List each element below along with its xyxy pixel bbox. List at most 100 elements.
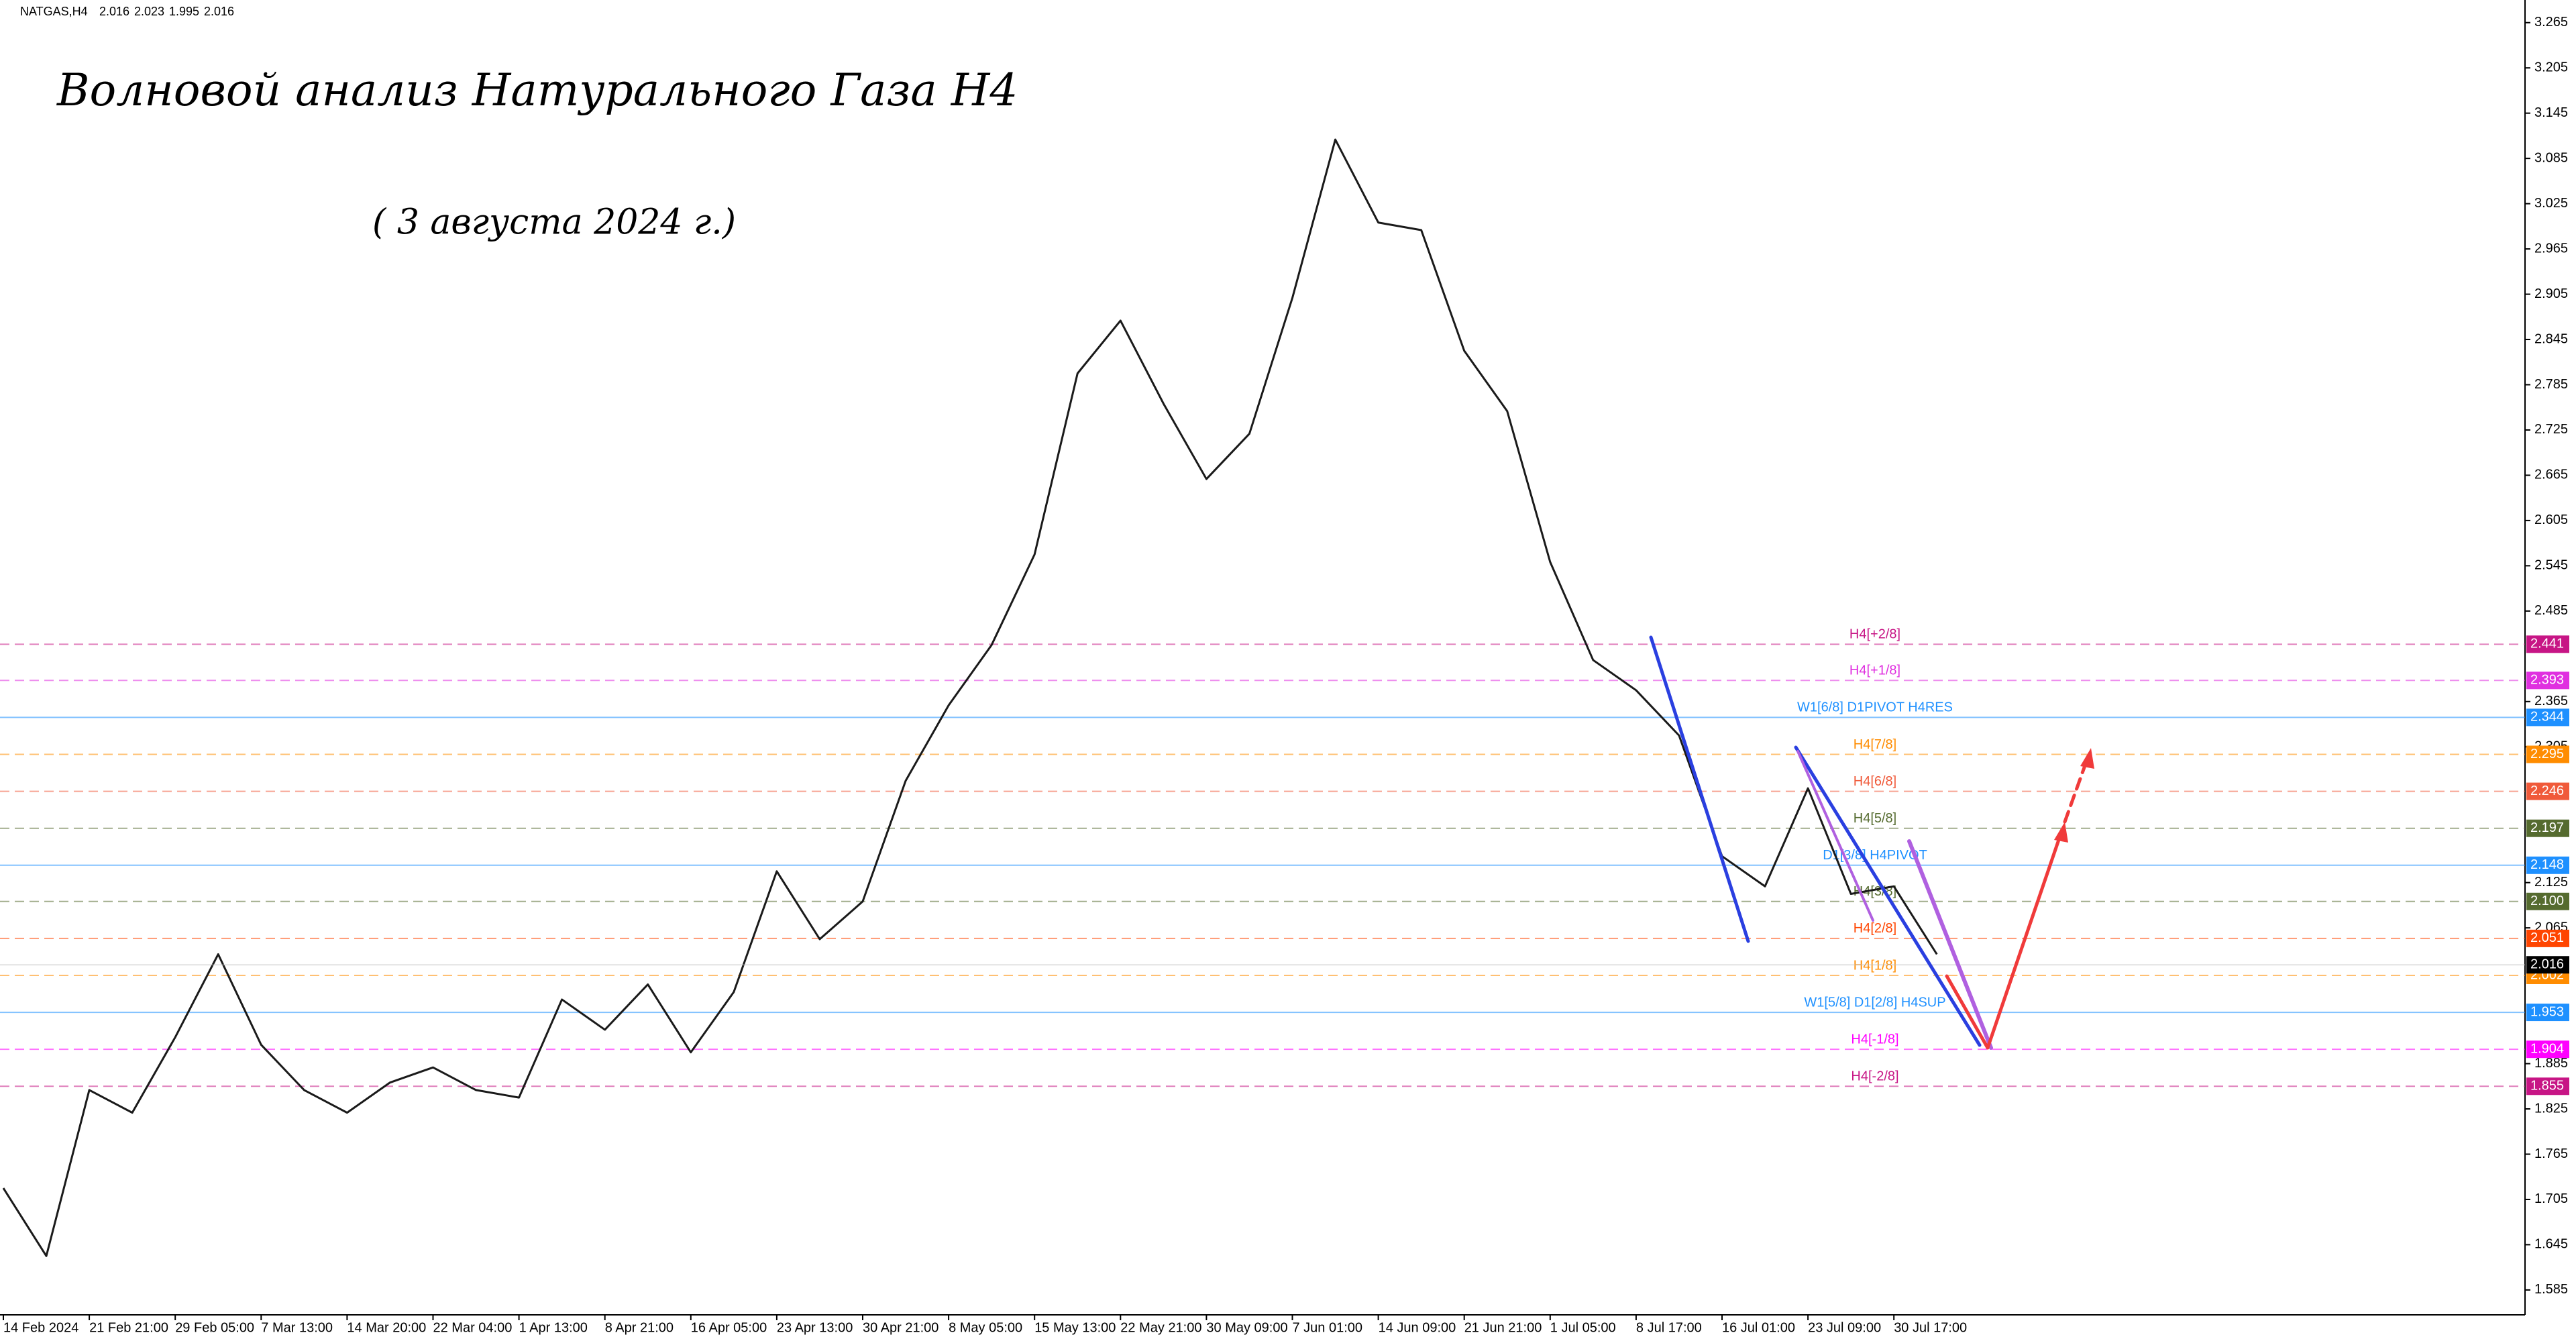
level-label: D1[3/8] H4PIVOT	[1823, 848, 1927, 863]
price-tag-label: 2.393	[2530, 673, 2564, 688]
level-label: H4[5/8]	[1854, 811, 1896, 826]
price-tag	[2526, 1004, 2569, 1022]
wave-markup	[1649, 635, 2094, 1050]
forecast-line	[2063, 756, 2090, 824]
wedge-line	[1796, 750, 1874, 922]
level-label: H4[7/8]	[1854, 737, 1896, 752]
price-tag	[2526, 672, 2569, 690]
last-price-tag	[2526, 956, 2569, 974]
price-line	[2, 138, 1938, 1257]
y-tick-label: 1.585	[2534, 1282, 2568, 1297]
x-tick-label: 7 Jun 01:00	[1293, 1320, 1363, 1335]
x-tick-label: 1 Apr 13:00	[519, 1320, 588, 1335]
y-tick-label: 2.845	[2534, 331, 2568, 346]
price-tag-label: 2.197	[2530, 820, 2564, 835]
price-tag-label: 2.100	[2530, 894, 2564, 908]
price-tag-label: 2.148	[2530, 857, 2564, 872]
price-tag-label: 2.441	[2530, 637, 2564, 651]
ohlc-value: 2.016	[204, 5, 234, 18]
price-tag	[2526, 1077, 2569, 1095]
x-tick-label: 14 Feb 2024	[3, 1320, 78, 1335]
arrow-head	[2080, 748, 2094, 769]
plot: 3.265 3.205 3.145 3.085 3.025 2.965 2.905 2.845…	[0, 15, 2568, 1335]
x-tick-label: 22 May 21:00	[1120, 1320, 1201, 1335]
price-tag-label: 2.344	[2530, 710, 2564, 725]
x-tick-label: 21 Jun 21:00	[1464, 1320, 1542, 1335]
level-label: H4[+2/8]	[1849, 627, 1900, 642]
price-tag	[2526, 819, 2569, 837]
x-tick-label: 22 Mar 04:00	[433, 1320, 513, 1335]
price-tag-label: 2.295	[2530, 747, 2564, 761]
last-price-label: 2.016	[2530, 957, 2564, 972]
ohlc: 2.016 2.023 1.995 2.016	[99, 5, 234, 18]
x-tick-label: 8 Apr 21:00	[605, 1320, 674, 1335]
price-tag	[2526, 929, 2569, 947]
y-tick-label: 2.965	[2534, 241, 2568, 256]
wedge-line	[1907, 839, 1993, 1050]
x-tick-label: 14 Jun 09:00	[1379, 1320, 1456, 1335]
y-tick-label: 3.085	[2534, 150, 2568, 165]
y-tick-label: 2.665	[2534, 468, 2568, 482]
level-label: H4[+1/8]	[1849, 663, 1900, 678]
y-tick-label: 1.705	[2534, 1191, 2568, 1206]
y-tick-label: 2.125	[2534, 875, 2568, 890]
symbol: NATGAS,H4	[20, 5, 88, 18]
level-label: H4[-2/8]	[1851, 1069, 1898, 1084]
y-tick-label: 3.265	[2534, 15, 2568, 30]
price-tag	[2526, 708, 2569, 727]
level-label: H4[-1/8]	[1851, 1032, 1898, 1047]
price-tag	[2526, 1040, 2569, 1059]
arrow-head	[2054, 822, 2068, 843]
x-tick-label: 16 Jul 01:00	[1722, 1320, 1795, 1335]
y-tick-label: 2.725	[2534, 422, 2568, 437]
x-tick-label: 16 Apr 05:00	[691, 1320, 767, 1335]
x-tick-label: 23 Apr 13:00	[777, 1320, 853, 1335]
y-tick-label: 1.885	[2534, 1056, 2568, 1071]
channel-line	[1649, 635, 1750, 943]
level-label: W1[5/8] D1[2/8] H4SUP	[1804, 995, 1945, 1010]
y-tick-label: 1.645	[2534, 1237, 2568, 1252]
level-label: W1[6/8] D1PIVOT H4RES	[1797, 700, 1953, 715]
forecast-line	[1945, 974, 1990, 1050]
levels: H4[+2/8] H4[+1/8] W1[6/8] D1PIVOT H4RES H4[…	[0, 627, 2525, 1087]
y-tick-label: 2.785	[2534, 377, 2568, 392]
ohlc-value: 2.016	[99, 5, 129, 18]
price-tag-label: 2.051	[2530, 930, 2564, 945]
price-tag	[2526, 745, 2569, 763]
y-tick-label: 1.765	[2534, 1146, 2568, 1161]
x-tick-label: 30 Apr 21:00	[863, 1320, 938, 1335]
price-tags: 2.441 2.393 2.344 2.295 2.246 2.197 2.148 2.100…	[2526, 635, 2569, 1095]
price-tag	[2526, 856, 2569, 874]
level-label: H4[1/8]	[1854, 958, 1896, 973]
ohlc-value: 1.995	[169, 5, 199, 18]
y-tick-label: 2.605	[2534, 513, 2568, 527]
y-tick-label: 2.905	[2534, 286, 2568, 301]
y-tick-label: 2.485	[2534, 603, 2568, 618]
x-tick-label: 29 Feb 05:00	[175, 1320, 254, 1335]
ohlc-value: 2.023	[134, 5, 164, 18]
x-tick-label: 15 May 13:00	[1034, 1320, 1116, 1335]
x-tick-label: 30 Jul 17:00	[1894, 1320, 1967, 1335]
chart-subtitle: ( 3 августа 2024 г.)	[372, 203, 736, 243]
y-tick-label: 2.545	[2534, 558, 2568, 573]
y-tick-label: 3.205	[2534, 60, 2568, 74]
y-tick-label: 3.025	[2534, 196, 2568, 211]
y-tick-label: 3.145	[2534, 105, 2568, 120]
y-tick-label: 1.825	[2534, 1101, 2568, 1116]
y-tick-label: 2.365	[2534, 694, 2568, 708]
level-label: H4[2/8]	[1854, 921, 1896, 936]
x-tick-label: 14 Mar 20:00	[347, 1320, 426, 1335]
x-tick-label: 23 Jul 09:00	[1808, 1320, 1881, 1335]
forecast-line	[1986, 830, 2063, 1050]
price-tag	[2526, 635, 2569, 653]
price-tag-label: 1.855	[2530, 1079, 2564, 1093]
x-tick-label: 21 Feb 21:00	[89, 1320, 168, 1335]
price-tag-label: 1.953	[2530, 1004, 2564, 1019]
x-tick-label: 7 Mar 13:00	[261, 1320, 333, 1335]
level-label: H4[6/8]	[1854, 774, 1896, 789]
price-tag	[2526, 782, 2569, 800]
x-tick-label: 30 May 09:00	[1206, 1320, 1287, 1335]
